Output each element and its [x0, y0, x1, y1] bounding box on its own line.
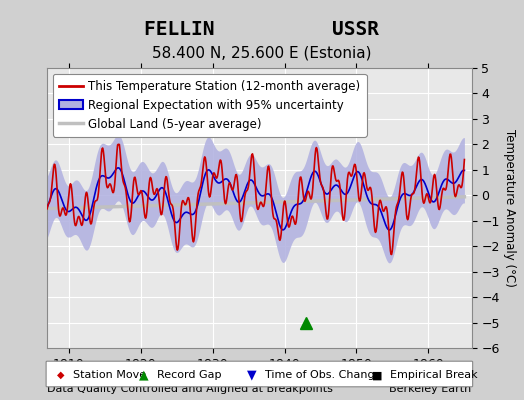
This Temperature Station (12-month average)	[177, 227, 183, 232]
Regional Expectation with 95% uncertainty	[319, 183, 325, 188]
Regional Expectation with 95% uncertainty	[177, 217, 183, 222]
This Temperature Station (12-month average)	[44, 206, 50, 211]
Regional Expectation with 95% uncertainty	[115, 166, 122, 170]
Text: Empirical Break: Empirical Break	[390, 370, 478, 380]
Regional Expectation with 95% uncertainty	[147, 196, 153, 201]
Global Land (5-year average)	[318, 198, 324, 203]
Text: ◆: ◆	[57, 370, 64, 380]
Regional Expectation with 95% uncertainty	[162, 190, 169, 194]
Text: Data Quality Controlled and Aligned at Breakpoints: Data Quality Controlled and Aligned at B…	[47, 384, 333, 394]
Global Land (5-year average)	[461, 194, 467, 199]
Legend: This Temperature Station (12-month average), Regional Expectation with 95% uncer: This Temperature Station (12-month avera…	[53, 74, 366, 136]
Global Land (5-year average)	[44, 206, 50, 211]
This Temperature Station (12-month average)	[388, 252, 395, 257]
Global Land (5-year average)	[146, 203, 152, 208]
Global Land (5-year average)	[369, 197, 375, 202]
This Temperature Station (12-month average)	[115, 142, 122, 147]
Regional Expectation with 95% uncertainty	[369, 202, 376, 206]
Text: Time of Obs. Change: Time of Obs. Change	[265, 370, 381, 380]
Line: Regional Expectation with 95% uncertainty: Regional Expectation with 95% uncertaint…	[47, 168, 464, 230]
This Temperature Station (12-month average)	[147, 177, 153, 182]
Text: Berkeley Earth: Berkeley Earth	[389, 384, 472, 394]
Global Land (5-year average)	[420, 196, 427, 200]
This Temperature Station (12-month average)	[369, 200, 376, 205]
This Temperature Station (12-month average)	[162, 176, 169, 181]
This Temperature Station (12-month average)	[461, 157, 467, 162]
Global Land (5-year average)	[161, 203, 168, 208]
Text: ■: ■	[372, 370, 383, 380]
This Temperature Station (12-month average)	[319, 183, 325, 188]
Global Land (5-year average)	[176, 202, 182, 207]
Text: ▼: ▼	[247, 369, 256, 382]
Regional Expectation with 95% uncertainty	[461, 168, 467, 173]
Y-axis label: Temperature Anomaly (°C): Temperature Anomaly (°C)	[504, 129, 517, 287]
Line: This Temperature Station (12-month average): This Temperature Station (12-month avera…	[47, 144, 464, 254]
Regional Expectation with 95% uncertainty	[421, 180, 428, 185]
This Temperature Station (12-month average)	[421, 200, 428, 205]
Regional Expectation with 95% uncertainty	[44, 205, 50, 210]
Line: Global Land (5-year average): Global Land (5-year average)	[47, 197, 464, 209]
Text: FELLIN          USSR: FELLIN USSR	[145, 20, 379, 39]
Regional Expectation with 95% uncertainty	[386, 228, 392, 232]
Text: ▲: ▲	[139, 369, 149, 382]
Text: Record Gap: Record Gap	[157, 370, 222, 380]
Text: Station Move: Station Move	[73, 370, 147, 380]
Text: 58.400 N, 25.600 E (Estonia): 58.400 N, 25.600 E (Estonia)	[152, 46, 372, 61]
